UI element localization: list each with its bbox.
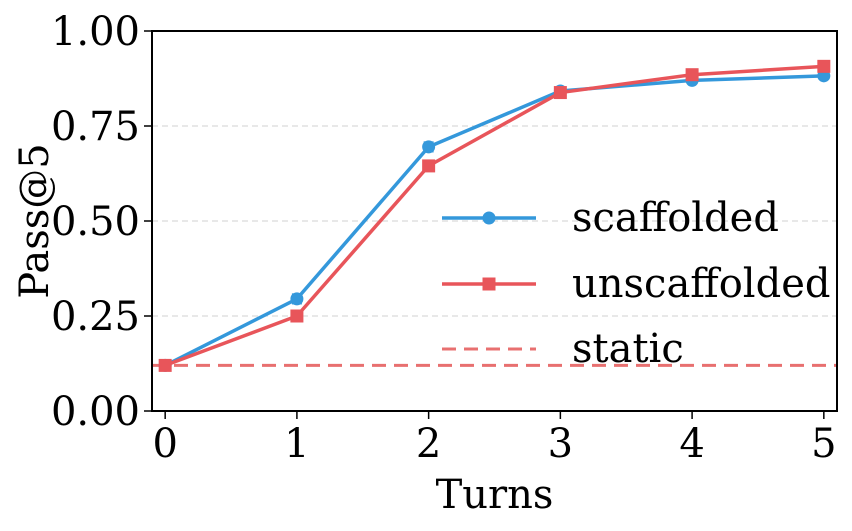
- x-tick-label: 3: [548, 421, 573, 467]
- legend-label-static: static: [572, 326, 684, 372]
- legend-label-scaffolded: scaffolded: [572, 195, 779, 241]
- scaffolded-line: [164, 74, 824, 367]
- data-series: [158, 59, 831, 372]
- x-tick-label: 4: [679, 421, 704, 467]
- x-tick-label: 5: [811, 421, 836, 467]
- y-tick-label: 1.00: [51, 9, 140, 55]
- unscaffolded-point: [290, 309, 304, 323]
- x-tick-label: 0: [152, 421, 177, 467]
- x-tick-label: 2: [416, 421, 441, 467]
- unscaffolded-point: [422, 159, 436, 173]
- unscaffolded-point: [685, 68, 699, 82]
- legend: scaffolded unscaffolded static: [442, 195, 830, 372]
- unscaffolded-line: [164, 64, 824, 368]
- y-axis-title: Pass@5: [12, 143, 58, 298]
- y-tick-label: 0.50: [51, 199, 140, 245]
- legend-item-unscaffolded: unscaffolded: [442, 261, 830, 307]
- unscaffolded-point: [158, 358, 172, 372]
- unscaffolded-point: [553, 86, 567, 100]
- y-tick-label: 0.00: [51, 389, 140, 435]
- scaffolded-point: [290, 292, 304, 306]
- x-axis-title: Turns: [436, 472, 554, 518]
- y-tick-label: 0.75: [51, 104, 140, 150]
- unscaffolded-point: [817, 59, 831, 73]
- legend-label-unscaffolded: unscaffolded: [572, 261, 830, 307]
- legend-marker-unscaffolded: [482, 277, 496, 291]
- y-tick-label: 0.25: [51, 294, 140, 340]
- legend-marker-scaffolded: [482, 211, 496, 225]
- x-tick-label: 1: [284, 421, 309, 467]
- legend-item-scaffolded: scaffolded: [442, 195, 779, 241]
- axis-ticks: 0.00 0.25 0.50 0.75 1.00 0 1 2 3 4 5: [51, 9, 837, 467]
- legend-item-static: static: [442, 326, 684, 372]
- series-unscaffolded: [158, 59, 831, 372]
- scaffolded-point: [422, 140, 436, 154]
